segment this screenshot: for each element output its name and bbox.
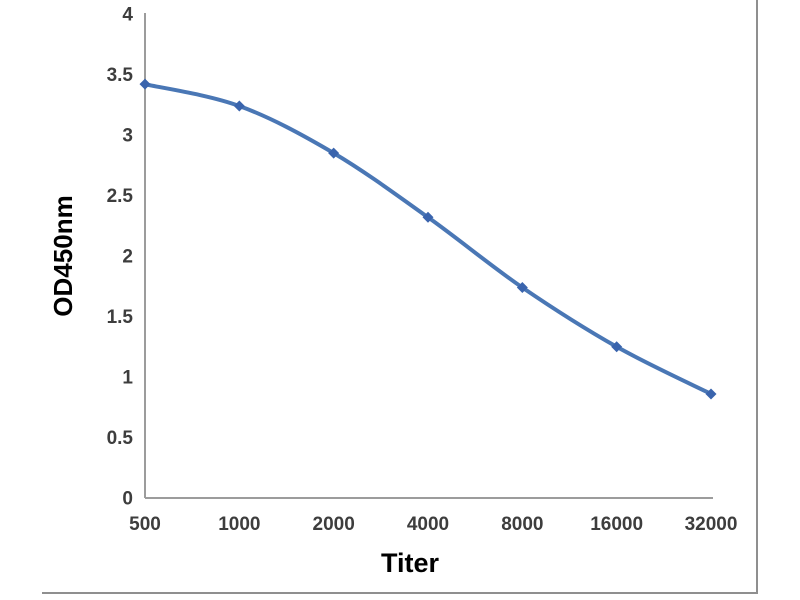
series-line	[143, 82, 713, 396]
data-point-marker	[139, 78, 151, 90]
x-tick-label: 2000	[313, 514, 355, 535]
x-tick-label: 32000	[685, 514, 738, 535]
y-tick-label: 3	[122, 126, 133, 147]
y-tick-label: 0.5	[107, 428, 134, 449]
y-tick-label: 4	[122, 5, 133, 26]
y-tick-label: 3.5	[107, 65, 134, 86]
data-point-marker	[422, 211, 434, 223]
image-border-right	[756, 0, 758, 594]
x-tick-label: 8000	[501, 514, 543, 535]
data-point-marker	[705, 388, 717, 400]
x-tick-label: 1000	[218, 514, 260, 535]
x-tick-label: 16000	[590, 514, 643, 535]
y-tick-label: 1.5	[107, 307, 134, 328]
data-point-marker	[328, 147, 340, 159]
y-axis-title: OD450nm	[48, 195, 78, 316]
y-tick-label: 2	[122, 247, 133, 268]
y-tick-label: 1	[122, 368, 133, 389]
data-point-marker	[233, 100, 245, 112]
y-tick-label: 0	[122, 489, 133, 510]
series-layer	[139, 78, 717, 400]
axes	[144, 13, 713, 499]
image-border-bottom	[42, 592, 758, 594]
x-axis-title: Titer	[381, 548, 440, 578]
x-tick-label: 4000	[407, 514, 449, 535]
y-axis-tick-labels: 0 0.5 1 1.5 2 2.5 3 3.5 4	[107, 5, 134, 510]
data-point-marker	[516, 281, 528, 293]
data-point-marker	[611, 341, 623, 353]
y-tick-label: 2.5	[107, 186, 134, 207]
x-axis-tick-labels: 500 1000 2000 4000 8000 16000 32000	[129, 514, 737, 535]
x-tick-label: 500	[129, 514, 161, 535]
